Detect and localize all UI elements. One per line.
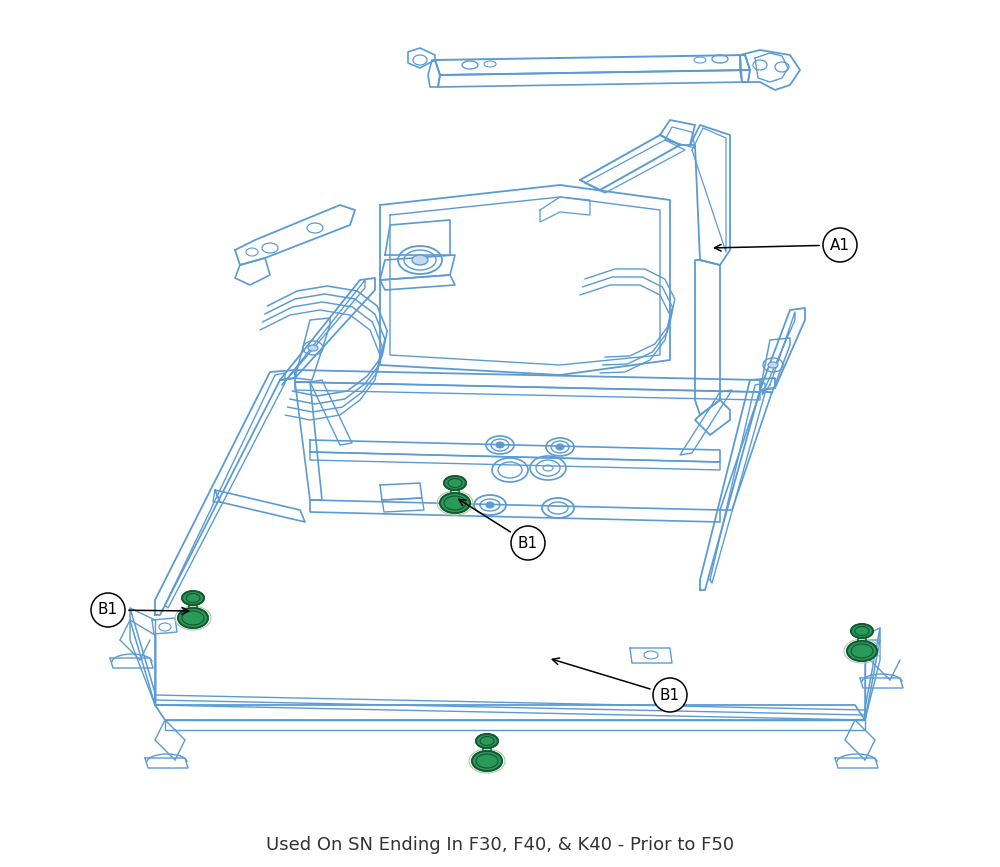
Text: A1: A1 — [830, 238, 850, 252]
Ellipse shape — [412, 255, 428, 265]
Circle shape — [511, 526, 545, 560]
Ellipse shape — [472, 751, 502, 771]
Text: Used On SN Ending In F30, F40, & K40 - Prior to F50: Used On SN Ending In F30, F40, & K40 - P… — [266, 836, 734, 854]
Ellipse shape — [182, 591, 204, 605]
Ellipse shape — [768, 362, 778, 368]
Ellipse shape — [444, 476, 466, 490]
Circle shape — [91, 593, 125, 627]
Ellipse shape — [476, 734, 498, 748]
Text: B1: B1 — [660, 688, 680, 702]
Ellipse shape — [178, 608, 208, 628]
Ellipse shape — [496, 442, 504, 448]
Ellipse shape — [486, 502, 494, 508]
Ellipse shape — [847, 641, 877, 661]
Ellipse shape — [440, 493, 470, 513]
Circle shape — [823, 228, 857, 262]
Ellipse shape — [556, 444, 564, 450]
Ellipse shape — [308, 345, 318, 351]
Text: B1: B1 — [518, 536, 538, 551]
Text: B1: B1 — [98, 603, 118, 617]
Ellipse shape — [851, 624, 873, 638]
Circle shape — [653, 678, 687, 712]
